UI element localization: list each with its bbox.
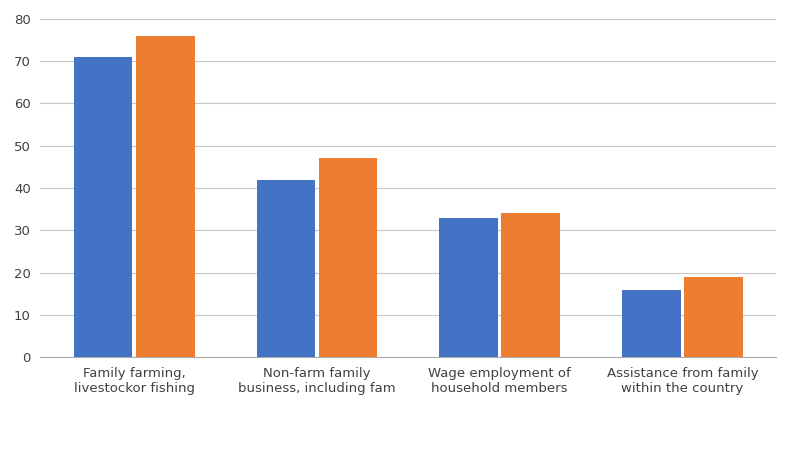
Bar: [319, 158, 378, 357]
Bar: [622, 289, 680, 357]
Bar: [257, 180, 315, 357]
Bar: [439, 218, 498, 357]
Bar: [74, 57, 133, 357]
Bar: [684, 277, 743, 357]
Bar: [136, 36, 194, 357]
Bar: [502, 213, 560, 357]
